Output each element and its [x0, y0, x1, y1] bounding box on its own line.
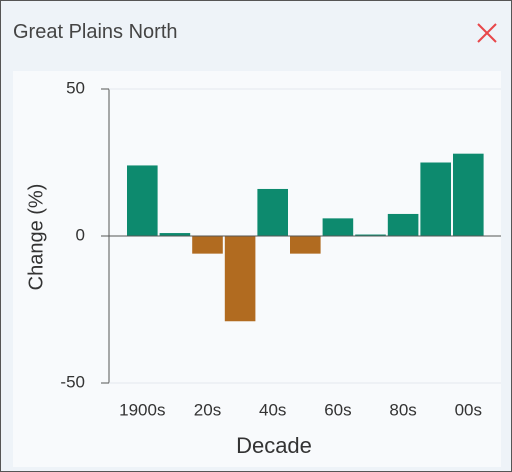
- x-axis-label: Decade: [236, 433, 312, 458]
- y-tick-label: -50: [60, 372, 85, 391]
- bar: [355, 234, 386, 236]
- y-tick-label: 0: [76, 225, 85, 244]
- y-tick-label: 50: [66, 78, 85, 97]
- bar: [453, 153, 484, 236]
- bar: [290, 236, 321, 254]
- x-tick-label: 20s: [194, 400, 221, 419]
- bar: [224, 236, 256, 322]
- y-axis-label: Change (%): [25, 184, 47, 291]
- bar: [420, 162, 451, 236]
- bar: [127, 165, 158, 236]
- close-button[interactable]: [475, 21, 499, 45]
- x-tick-label: 60s: [324, 400, 351, 419]
- x-tick-label: 80s: [389, 400, 416, 419]
- bar: [257, 188, 288, 236]
- x-tick-label: 40s: [259, 400, 286, 419]
- bar: [192, 236, 223, 254]
- bar: [387, 213, 419, 236]
- bar: [322, 218, 354, 236]
- x-tick-label: 1900s: [119, 400, 165, 419]
- popup-title: Great Plains North: [13, 21, 178, 43]
- bar: [159, 233, 191, 236]
- x-tick-label: 00s: [455, 400, 482, 419]
- plot-background: [13, 71, 501, 467]
